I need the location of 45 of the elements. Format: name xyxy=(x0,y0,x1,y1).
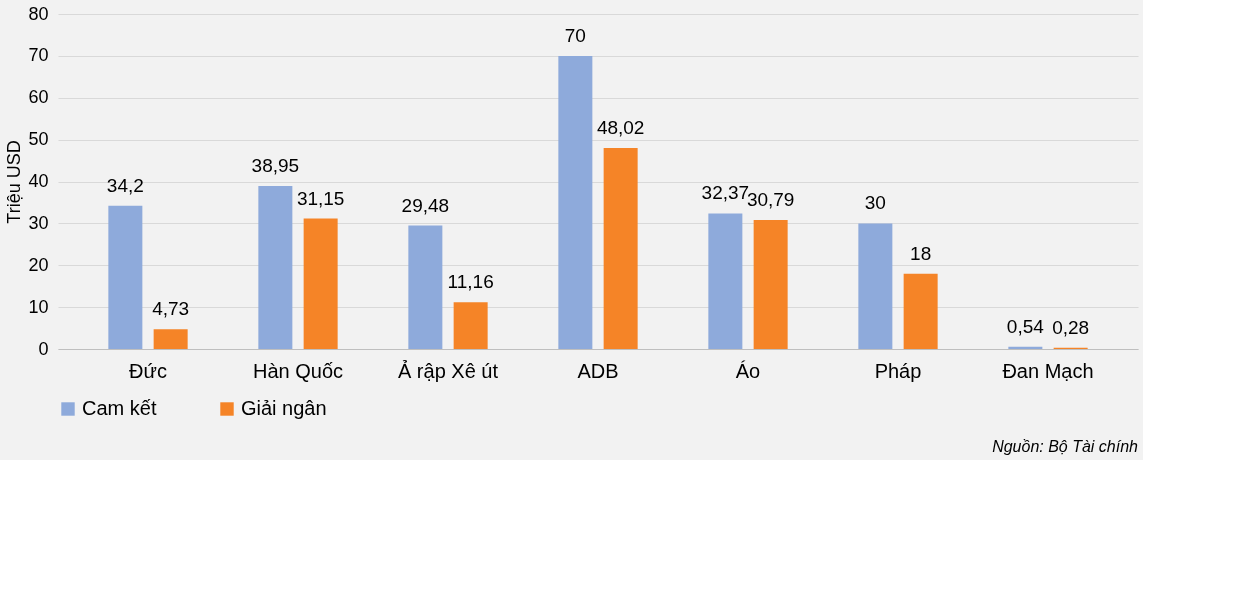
x-tick-label: Ả rập Xê út xyxy=(397,359,499,382)
bar xyxy=(903,273,938,349)
data-label: 30 xyxy=(864,192,886,214)
bar xyxy=(603,147,638,349)
bar xyxy=(408,225,443,349)
x-tick-label: ADB xyxy=(577,359,619,382)
y-tick-label: 40 xyxy=(28,171,49,191)
data-label: 18 xyxy=(910,242,932,264)
bar xyxy=(153,329,188,349)
x-tick-label: Đan Mạch xyxy=(1002,359,1094,382)
y-tick-label: 70 xyxy=(28,45,49,66)
y-tick-label: 50 xyxy=(28,129,49,150)
bar xyxy=(753,220,788,349)
bar xyxy=(558,55,593,349)
bar xyxy=(303,218,338,349)
x-tick-label: Đức xyxy=(129,359,167,382)
y-tick-label: 0 xyxy=(38,338,49,359)
bar xyxy=(858,223,893,349)
data-label: 70 xyxy=(564,24,586,46)
data-label: 34,2 xyxy=(106,174,144,196)
data-label: 48,02 xyxy=(596,116,645,138)
y-axis-title: Triệu USD xyxy=(4,140,25,224)
legend-label: Giải ngân xyxy=(241,397,327,419)
bar xyxy=(708,213,743,349)
y-tick-label: 30 xyxy=(28,212,49,233)
data-label: 0,54 xyxy=(1006,315,1045,337)
y-tick-label: 10 xyxy=(28,296,49,317)
x-tick-label: Hàn Quốc xyxy=(252,359,344,382)
bar xyxy=(108,205,143,349)
y-tick-label: 20 xyxy=(28,254,49,275)
data-label: 31,15 xyxy=(296,187,345,209)
data-label: 11,16 xyxy=(447,271,494,293)
data-label: 29,48 xyxy=(401,194,450,216)
data-label: 30,79 xyxy=(746,189,795,211)
bar xyxy=(258,185,293,349)
data-label: 0,28 xyxy=(1052,316,1090,338)
text: Nguồn: Bộ Tài chính xyxy=(992,438,1139,455)
x-tick-label: Áo xyxy=(735,359,761,382)
x-tick-label: Pháp xyxy=(874,359,922,382)
y-tick-label: 60 xyxy=(28,87,49,108)
bar xyxy=(453,302,488,349)
data-label: 38,95 xyxy=(251,154,300,176)
y-tick-label: 80 xyxy=(28,3,49,24)
legend-label: Cam kết xyxy=(82,397,157,419)
data-label: 4,73 xyxy=(152,298,190,320)
